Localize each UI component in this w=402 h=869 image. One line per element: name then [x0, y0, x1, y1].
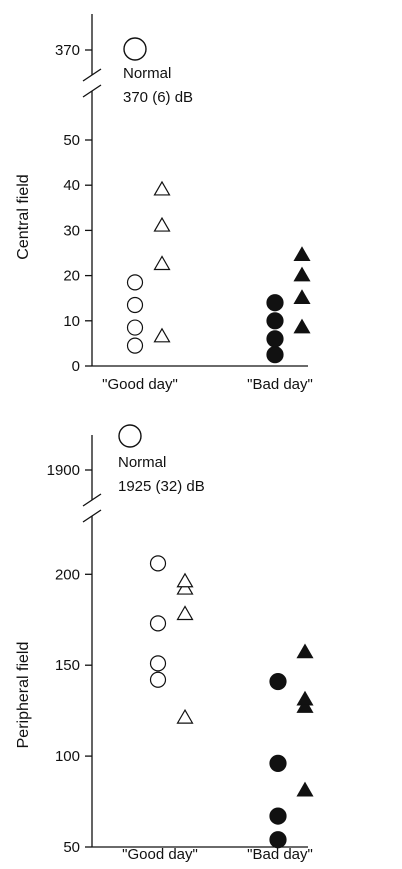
data-point-open-triangle [176, 605, 194, 621]
data-point-open-triangle [153, 255, 171, 271]
y-tick-label: 50 [63, 839, 80, 856]
normal-reference-point [118, 424, 142, 448]
y-tick-label: 20 [63, 268, 80, 285]
y-axis-label: Central field [15, 174, 32, 259]
axis-break-mark [82, 84, 102, 98]
peripheral-field-panel: 1900 50 100 150 200 Peripheral field "Good day… [15, 424, 314, 863]
data-point-open-circle [149, 615, 167, 632]
y-tick-label: 370 [55, 42, 80, 59]
data-point-open-circle [149, 655, 167, 672]
y-axis-label: Peripheral field [15, 642, 32, 749]
data-point-filled-circle [269, 831, 287, 849]
normal-label: Normal [123, 65, 171, 82]
data-point-filled-circle [269, 754, 287, 772]
y-tick-label: 1900 [47, 462, 80, 479]
data-point-open-triangle [176, 572, 194, 588]
y-tick-label: 40 [63, 177, 80, 194]
data-point-open-circle [126, 319, 144, 336]
data-point-filled-triangle [296, 643, 314, 659]
data-point-open-circle [126, 296, 144, 314]
y-tick-label: 200 [55, 566, 80, 583]
data-point-filled-triangle [296, 690, 314, 706]
data-point-filled-triangle [296, 781, 314, 797]
y-tick-label: 0 [72, 358, 80, 375]
y-tick-label: 30 [63, 222, 80, 239]
data-point-open-circle [126, 274, 144, 291]
x-category-label: "Bad day" [247, 376, 313, 393]
normal-value-label: 1925 (32) dB [118, 478, 205, 495]
normal-value-label: 370 (6) dB [123, 89, 193, 106]
data-point-filled-circle [269, 807, 287, 825]
data-point-open-circle [126, 337, 144, 354]
data-point-filled-circle [266, 346, 284, 364]
central-field-panel: 370 0 10 20 30 40 50 Central field "Good day" "Ba… [15, 14, 313, 393]
data-point-filled-circle [269, 672, 287, 691]
data-point-open-triangle [176, 579, 194, 595]
axis-break-mark [82, 493, 102, 507]
data-point-filled-circle [266, 312, 284, 330]
data-point-open-triangle [176, 708, 194, 724]
data-point-open-triangle [153, 180, 171, 196]
data-point-filled-triangle [296, 698, 314, 713]
y-tick-label: 150 [55, 657, 80, 674]
data-point-filled-triangle [293, 318, 311, 334]
x-category-label: "Bad day" [247, 846, 313, 863]
data-point-open-circle [149, 671, 167, 688]
y-tick-label: 100 [55, 748, 80, 765]
axis-break-mark [82, 509, 102, 523]
data-point-open-triangle [153, 327, 171, 343]
y-tick-label: 10 [63, 313, 80, 330]
x-category-label: "Good day" [102, 376, 178, 393]
x-category-label: "Good day" [122, 846, 198, 863]
data-point-open-circle [149, 555, 167, 572]
data-point-filled-triangle [293, 266, 311, 282]
data-point-filled-circle [266, 330, 284, 348]
data-point-open-triangle [153, 216, 171, 232]
axis-break-mark [82, 68, 102, 82]
y-tick-label: 50 [63, 132, 80, 149]
normal-reference-point [123, 37, 147, 61]
normal-label: Normal [118, 454, 166, 471]
data-point-filled-triangle [293, 246, 311, 262]
data-point-filled-circle [266, 294, 284, 312]
data-point-filled-triangle [293, 289, 311, 304]
